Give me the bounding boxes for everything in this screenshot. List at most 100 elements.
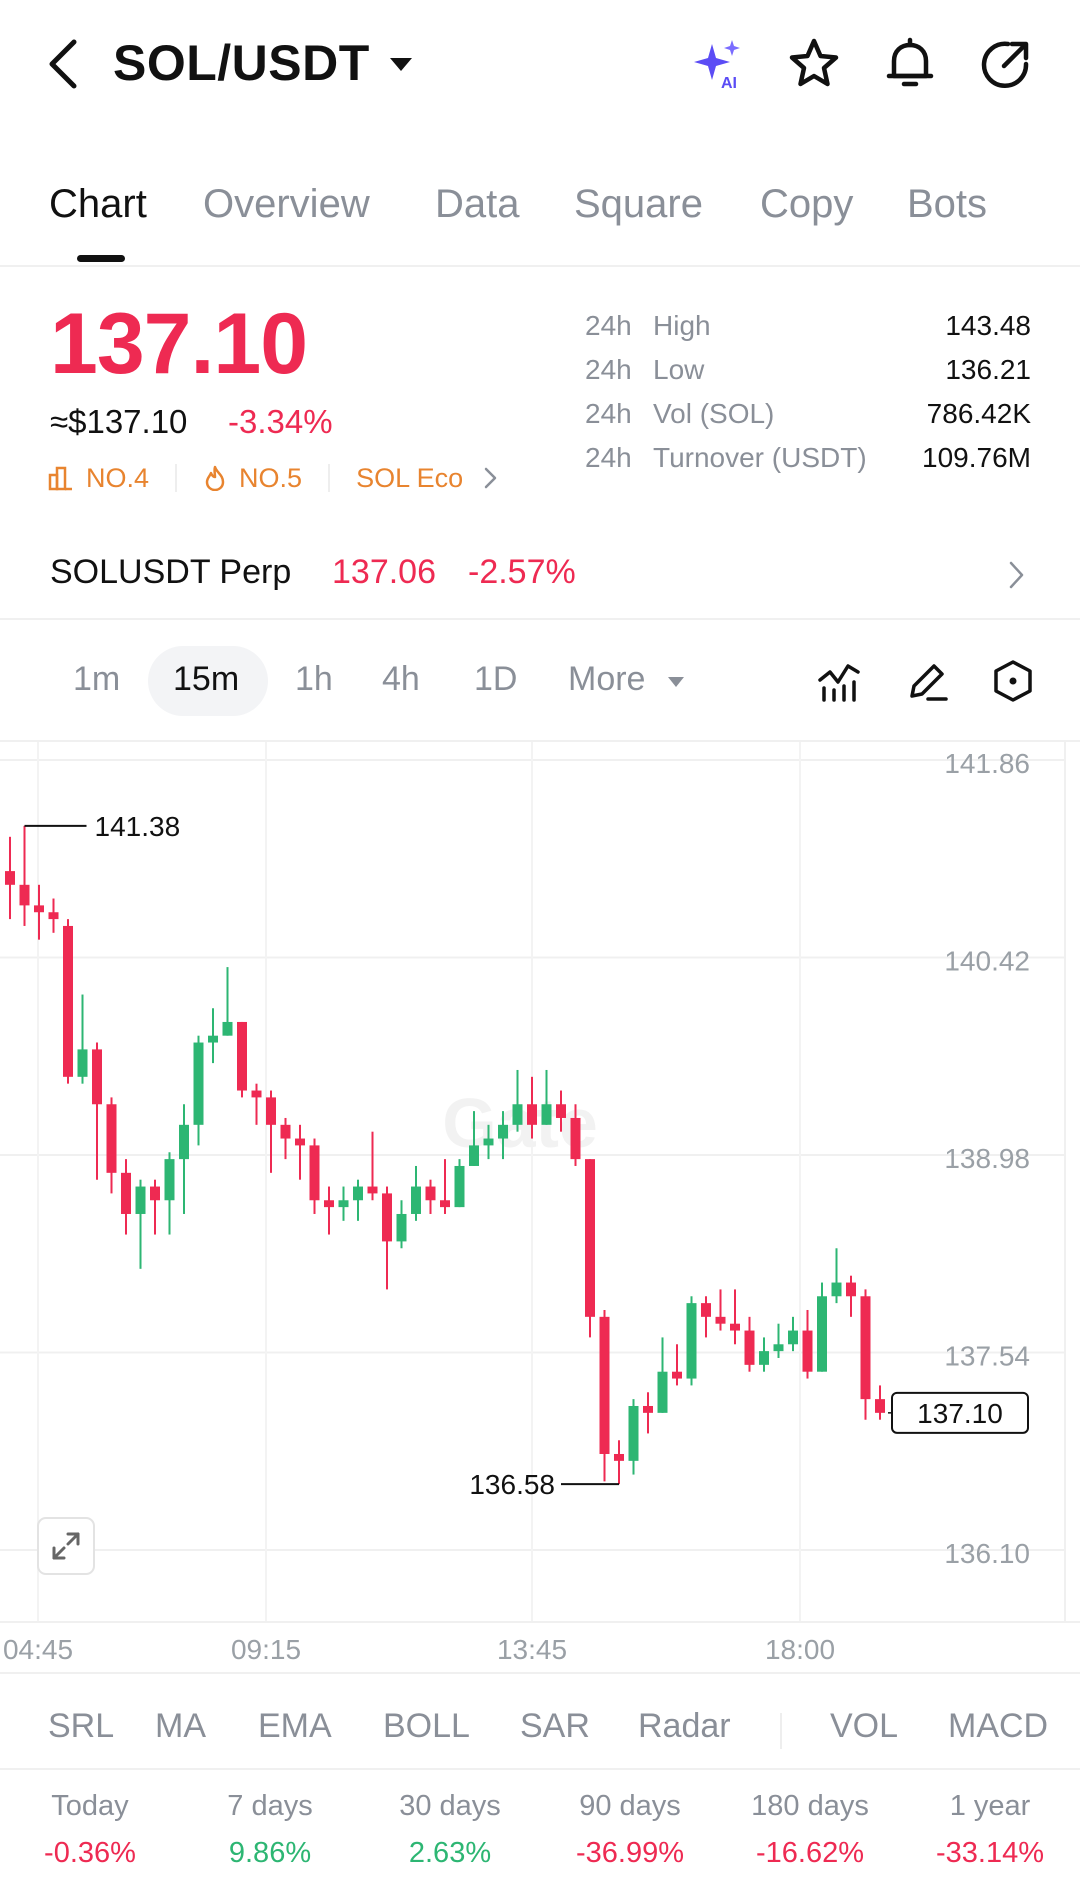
active-interval-pill	[148, 646, 268, 716]
candle-body	[237, 1021, 247, 1091]
candle	[63, 919, 73, 1084]
candle	[237, 1021, 247, 1098]
candle-body	[324, 1200, 334, 1208]
interval-4h[interactable]: 4h	[382, 660, 420, 698]
stat-volume: 24h Vol (SOL) 786.42K	[585, 398, 1031, 438]
tab-chart[interactable]: Chart	[49, 182, 147, 226]
candle-body	[295, 1138, 305, 1146]
stat-high: 24h High 143.48	[585, 310, 1031, 350]
candle	[643, 1392, 653, 1434]
interval-bar: 1m 15m 1h 4h 1D More	[0, 640, 1080, 720]
star-icon[interactable]	[786, 36, 842, 92]
candle-body	[77, 1049, 88, 1077]
tab-data[interactable]: Data	[435, 182, 520, 226]
candle-body	[846, 1282, 856, 1297]
candle	[266, 1090, 276, 1173]
candle-body	[135, 1186, 146, 1214]
candle	[512, 1069, 523, 1132]
perf-value: 9.86%	[228, 1837, 312, 1869]
indicator-icon[interactable]	[816, 658, 862, 704]
stat-value: 143.48	[945, 310, 1031, 341]
candle-body	[759, 1351, 769, 1365]
candle	[541, 1069, 552, 1125]
candle-body	[715, 1316, 726, 1324]
interval-1d[interactable]: 1D	[474, 660, 518, 698]
candle	[831, 1248, 842, 1304]
sol-eco-link[interactable]: SOL Eco	[356, 463, 501, 494]
stat-label: Vol (SOL)	[653, 398, 775, 429]
perf-label: 30 days	[399, 1790, 501, 1822]
ai-sparkle-icon[interactable]: AI	[690, 36, 746, 92]
pencil-icon[interactable]	[904, 658, 950, 704]
indicator-ema[interactable]: EMA	[258, 1707, 332, 1745]
interval-more[interactable]: More	[568, 660, 646, 698]
candle	[135, 1179, 146, 1269]
perf-90d: 90 days -36.99%	[540, 1790, 720, 1870]
indicator-macd[interactable]: MACD	[948, 1707, 1049, 1745]
fullscreen-button[interactable]	[37, 1517, 95, 1575]
indicator-ma[interactable]: MA	[155, 1707, 206, 1745]
candle	[411, 1165, 421, 1221]
candle	[686, 1296, 697, 1386]
indicator-vol[interactable]: VOL	[830, 1707, 899, 1745]
candle-body	[396, 1213, 407, 1242]
indicator-boll[interactable]: BOLL	[383, 1707, 470, 1745]
share-icon[interactable]	[978, 36, 1034, 92]
candle-body	[744, 1330, 755, 1365]
candle-body	[860, 1296, 871, 1400]
candle-body	[541, 1104, 552, 1125]
tab-overview[interactable]: Overview	[203, 182, 370, 226]
caret-down-icon[interactable]	[668, 677, 684, 687]
candle	[48, 898, 59, 933]
fire-icon	[205, 465, 225, 491]
perf-7d: 7 days 9.86%	[180, 1790, 360, 1870]
tab-bots[interactable]: Bots	[907, 182, 988, 226]
candle-body	[527, 1104, 537, 1125]
candle	[599, 1309, 610, 1482]
settings-hexagon-icon[interactable]	[990, 658, 1036, 704]
perf-label: Today	[51, 1790, 129, 1822]
candle-body	[440, 1200, 450, 1208]
candle	[222, 967, 233, 1036]
candle	[34, 884, 44, 940]
interval-divider	[0, 740, 1080, 742]
rank-hot[interactable]: NO.5	[203, 463, 302, 494]
perp-row[interactable]: SOLUSDT Perp 137.06 -2.57%	[0, 545, 1080, 605]
interval-15m[interactable]: 15m	[173, 660, 240, 698]
interval-1m[interactable]: 1m	[73, 660, 121, 698]
candle	[193, 1035, 204, 1146]
indicator-sar[interactable]: SAR	[520, 1707, 590, 1745]
candle-body	[309, 1145, 320, 1201]
back-icon[interactable]	[40, 36, 90, 92]
bell-icon[interactable]	[882, 36, 938, 92]
caret-down-icon[interactable]	[390, 58, 412, 71]
interval-1h[interactable]: 1h	[295, 660, 333, 698]
eco-label: SOL Eco	[356, 462, 464, 493]
price-markers: 141.38 136.58 137.10	[24, 811, 1029, 1500]
candle-body	[686, 1303, 697, 1379]
rank-label: NO.5	[239, 462, 303, 493]
candle	[846, 1275, 856, 1317]
perf-value: -16.62%	[755, 1837, 864, 1869]
candle-body	[34, 905, 44, 913]
candle-body	[483, 1138, 494, 1146]
current-price-box	[891, 1391, 1029, 1434]
pair-selector[interactable]: SOL/USDT	[113, 35, 370, 91]
candle-body	[48, 912, 59, 920]
candles	[5, 825, 885, 1485]
tab-square[interactable]: Square	[574, 182, 703, 226]
candle	[440, 1159, 450, 1214]
candle	[19, 825, 30, 926]
candle	[77, 994, 88, 1084]
candle	[425, 1179, 436, 1214]
indicator-bar: SRL MA EMA BOLL SAR Radar VOL MACD	[0, 1695, 1080, 1765]
indicator-radar[interactable]: Radar	[638, 1707, 731, 1745]
rank-market-cap[interactable]: NO.4	[48, 463, 149, 494]
indicator-srl[interactable]: SRL	[48, 1707, 115, 1745]
tab-copy[interactable]: Copy	[760, 182, 854, 226]
separator	[175, 464, 178, 492]
candle	[802, 1309, 813, 1379]
candle	[5, 836, 15, 920]
chevron-right-icon	[1009, 561, 1024, 589]
